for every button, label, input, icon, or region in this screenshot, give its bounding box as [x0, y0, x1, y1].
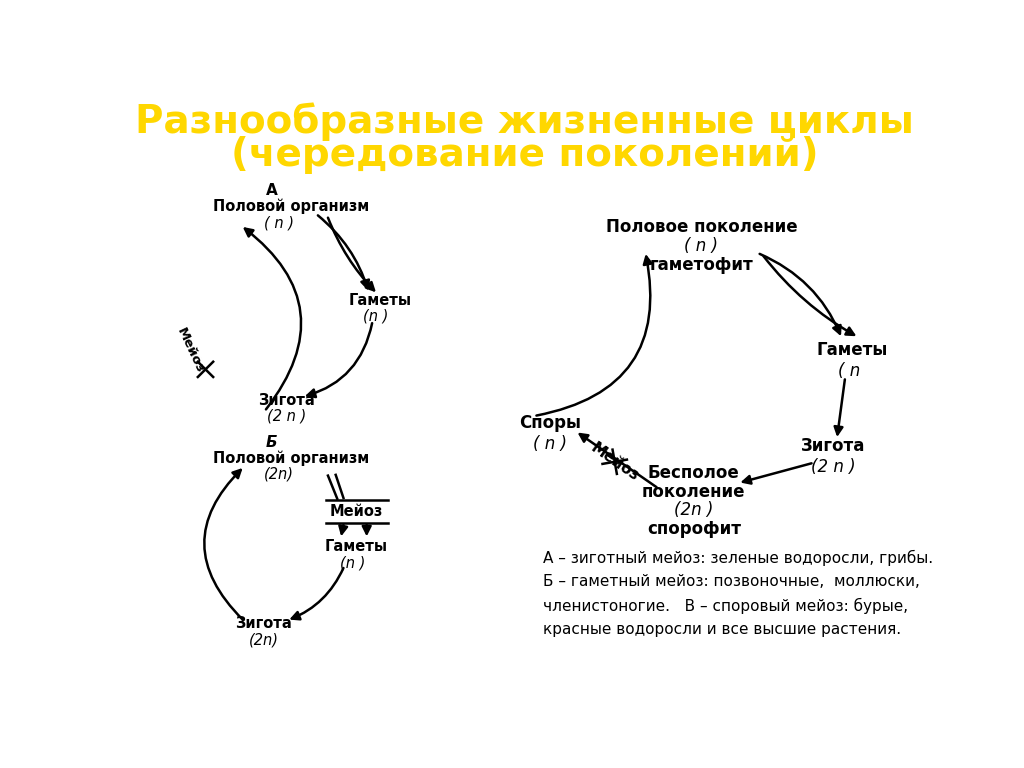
Text: гаметофит: гаметофит — [649, 257, 754, 274]
Text: Бесполое: Бесполое — [648, 465, 739, 482]
Text: (n ): (n ) — [340, 556, 366, 571]
Text: Гаметы: Гаметы — [326, 539, 388, 554]
Text: Разнообразные жизненные циклы: Разнообразные жизненные циклы — [135, 102, 914, 141]
Text: Споры: Споры — [519, 414, 582, 432]
Text: (2n ): (2n ) — [674, 502, 714, 519]
FancyArrowPatch shape — [835, 379, 845, 435]
Text: Половой организм: Половой организм — [213, 450, 369, 465]
Text: Зигота: Зигота — [801, 437, 865, 455]
Text: ( n ): ( n ) — [264, 216, 294, 230]
Text: (2 n ): (2 n ) — [811, 458, 856, 476]
Text: (чередование поколений): (чередование поколений) — [231, 136, 818, 174]
FancyArrowPatch shape — [764, 257, 854, 335]
Text: Мейоз: Мейоз — [588, 440, 642, 484]
Text: Зигота: Зигота — [258, 392, 315, 408]
Text: ( n: ( n — [838, 362, 860, 380]
FancyArrowPatch shape — [537, 257, 651, 415]
FancyArrowPatch shape — [580, 434, 656, 487]
Text: Мейоз: Мейоз — [174, 326, 206, 375]
FancyArrowPatch shape — [204, 470, 243, 620]
FancyArrowPatch shape — [328, 217, 374, 290]
FancyArrowPatch shape — [743, 463, 812, 484]
Text: Б: Б — [265, 435, 278, 450]
Text: ( n ): ( n ) — [684, 237, 719, 255]
FancyArrowPatch shape — [292, 568, 343, 619]
Text: Гаметы: Гаметы — [817, 341, 888, 359]
FancyArrowPatch shape — [362, 525, 371, 534]
Text: (2 n ): (2 n ) — [267, 409, 306, 424]
Text: (2n): (2n) — [249, 633, 279, 648]
Text: А – зиготный мейоз: зеленые водоросли, грибы.
Б – гаметный мейоз: позвоночные,  : А – зиготный мейоз: зеленые водоросли, г… — [543, 551, 933, 637]
Text: (n ): (n ) — [364, 309, 389, 324]
FancyArrowPatch shape — [307, 323, 372, 397]
FancyArrowPatch shape — [760, 254, 841, 333]
Text: Зигота: Зигота — [236, 616, 292, 631]
Text: Половое поколение: Половое поколение — [605, 218, 798, 236]
Text: Половой организм: Половой организм — [213, 198, 369, 214]
Text: (2n): (2n) — [264, 467, 294, 482]
Text: поколение: поколение — [642, 483, 745, 501]
Text: спорофит: спорофит — [647, 520, 740, 538]
Text: Гаметы: Гаметы — [348, 293, 412, 307]
FancyArrowPatch shape — [317, 215, 369, 288]
Text: А: А — [265, 184, 278, 198]
FancyArrowPatch shape — [245, 229, 301, 409]
Text: ( n ): ( n ) — [534, 435, 567, 453]
FancyArrowPatch shape — [339, 525, 347, 534]
Text: Мейоз: Мейоз — [330, 505, 383, 519]
